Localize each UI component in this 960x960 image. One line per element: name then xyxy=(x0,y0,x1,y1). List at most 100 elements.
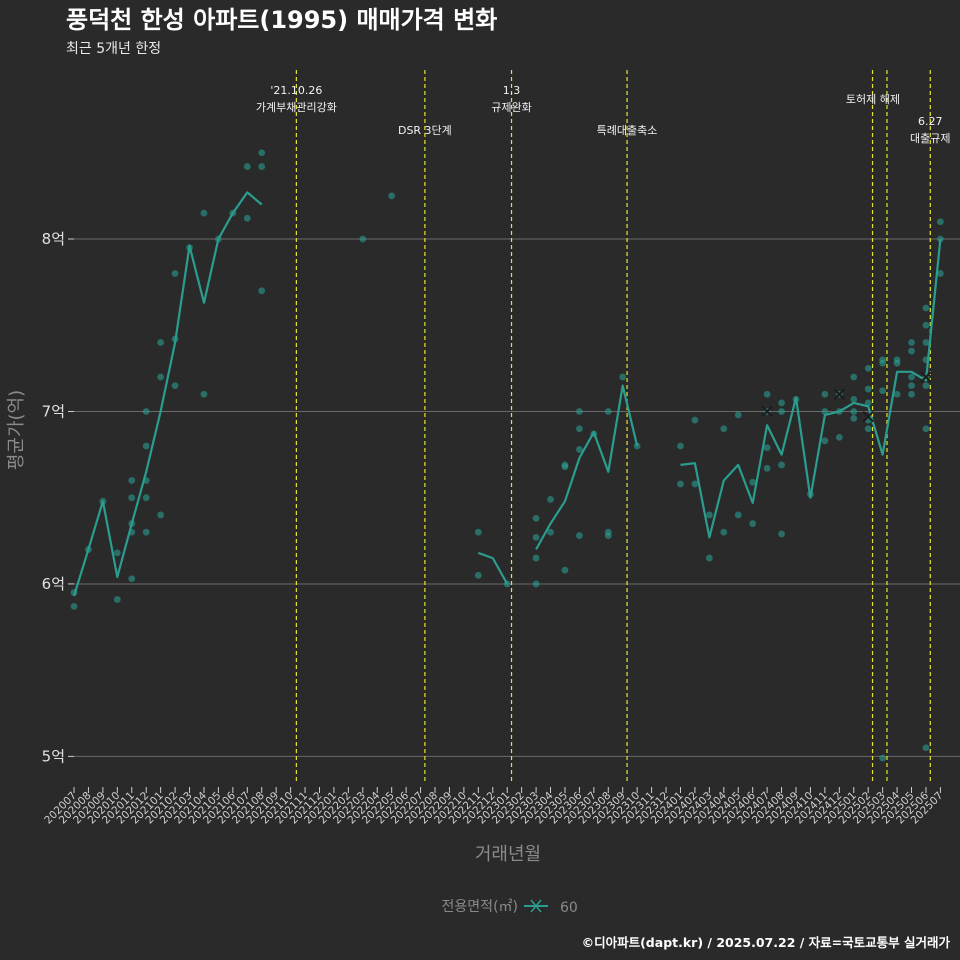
x-axis-title: 거래년월 xyxy=(475,844,541,865)
data-point xyxy=(200,209,208,217)
data-point xyxy=(157,511,165,519)
data-point xyxy=(532,515,540,522)
data-point xyxy=(576,532,583,540)
y-tick-label: 8억 xyxy=(42,230,65,248)
data-point xyxy=(171,270,179,277)
annotation-label: 토허제 해제 xyxy=(846,92,900,106)
data-point xyxy=(691,480,699,488)
average-price-line xyxy=(72,191,942,597)
data-point xyxy=(720,528,728,536)
data-point xyxy=(922,744,930,752)
data-point xyxy=(922,304,930,312)
data-point xyxy=(561,566,569,574)
data-point xyxy=(763,390,771,398)
data-point xyxy=(677,480,684,488)
data-point xyxy=(908,390,915,398)
legend-cross-icon xyxy=(530,899,542,913)
data-point xyxy=(561,463,569,471)
data-point xyxy=(734,511,742,519)
cross-markers xyxy=(761,371,932,423)
data-point xyxy=(576,425,583,433)
data-point xyxy=(821,437,829,445)
annotation-label: 특례대출축소 xyxy=(597,124,658,137)
data-point xyxy=(142,528,150,536)
data-point xyxy=(922,321,930,329)
data-point xyxy=(113,549,121,557)
series-line-segment xyxy=(680,238,942,539)
data-point xyxy=(258,163,266,170)
series-line-segment xyxy=(72,191,263,597)
data-point xyxy=(547,496,554,503)
data-point xyxy=(677,442,684,450)
chart-subtitle: 최근 5개년 한정 xyxy=(66,41,161,57)
data-point xyxy=(835,433,843,441)
data-point xyxy=(142,408,150,415)
policy-event-lines xyxy=(295,70,931,784)
cross-marker xyxy=(862,410,874,423)
data-point xyxy=(879,359,887,367)
series-line-segment xyxy=(535,384,639,550)
data-point xyxy=(604,408,612,415)
transaction-points xyxy=(70,149,944,762)
data-point xyxy=(850,414,858,422)
data-point xyxy=(749,520,757,527)
data-point xyxy=(908,382,915,390)
data-point xyxy=(879,754,887,762)
y-axis-title: 평균가(억) xyxy=(6,390,27,470)
data-point xyxy=(893,390,901,398)
data-point xyxy=(388,192,396,200)
annotation-label: '21.10.26 xyxy=(270,84,322,97)
legend: 전용면적(㎡) 60 xyxy=(442,899,578,916)
cross-marker xyxy=(920,371,932,383)
data-point xyxy=(359,235,367,243)
annotation-label: 6.27 xyxy=(918,115,943,128)
data-point xyxy=(778,399,785,407)
data-point xyxy=(763,444,771,452)
annotation-label: 가계부채관리강화 xyxy=(256,101,337,114)
data-point xyxy=(922,339,930,346)
data-point xyxy=(778,461,785,469)
annotation-label: 1.3 xyxy=(503,84,521,97)
x-axis-ticks: 2020072020082020092020102020112020122021… xyxy=(42,787,946,826)
data-point xyxy=(922,425,930,433)
data-point xyxy=(705,554,713,562)
series-line-segment xyxy=(477,551,509,585)
data-point xyxy=(532,580,540,588)
data-point xyxy=(850,408,858,415)
data-point xyxy=(864,364,872,372)
data-point xyxy=(532,554,540,562)
data-point xyxy=(763,464,771,472)
data-point xyxy=(821,390,829,398)
data-point xyxy=(171,382,179,390)
data-point xyxy=(200,390,208,398)
data-point xyxy=(749,478,757,486)
data-point xyxy=(778,530,785,538)
data-point xyxy=(893,359,901,367)
y-tick-label: 7억 xyxy=(42,402,65,420)
annotation-label: DSR 3단계 xyxy=(398,124,452,137)
cross-marker xyxy=(833,388,846,400)
data-point xyxy=(734,411,742,419)
chart-title: 풍덕천 한성 아파트(1995) 매매가격 변화 xyxy=(66,6,497,34)
data-point xyxy=(691,416,699,424)
data-point xyxy=(908,339,915,346)
data-point xyxy=(850,396,858,403)
data-point xyxy=(937,218,944,226)
data-point xyxy=(142,442,150,450)
data-point xyxy=(619,373,627,381)
y-tick-label: 5억 xyxy=(42,747,65,765)
data-point xyxy=(532,533,540,541)
data-point xyxy=(604,532,612,540)
data-point xyxy=(908,347,915,355)
data-point xyxy=(908,373,915,381)
data-point xyxy=(778,408,785,415)
data-point xyxy=(850,373,858,381)
data-point xyxy=(474,571,482,579)
y-tick-label: 6억 xyxy=(42,575,65,593)
annotation-label: 대출규제 xyxy=(910,132,950,145)
y-gridlines xyxy=(74,238,960,757)
data-point xyxy=(879,387,887,395)
data-point xyxy=(937,270,944,277)
